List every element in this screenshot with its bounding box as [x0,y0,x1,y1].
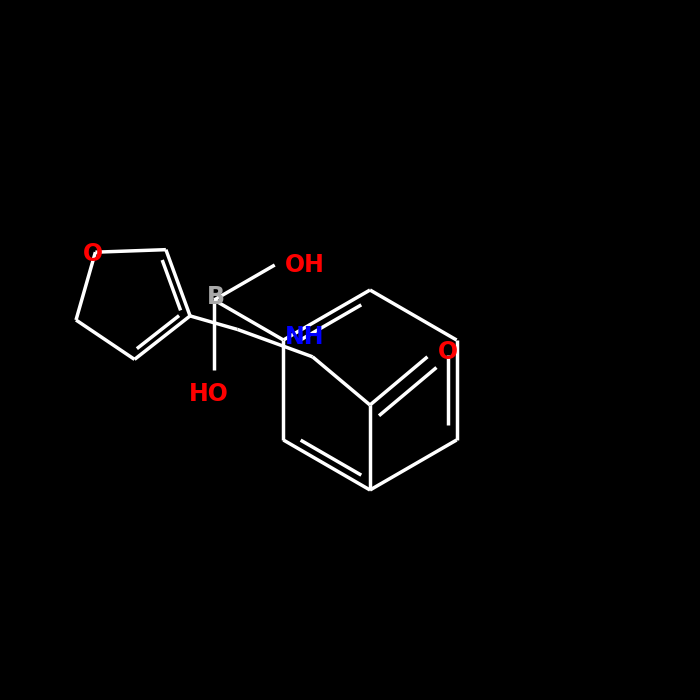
Text: NH: NH [285,325,324,349]
Text: B: B [207,285,225,309]
Text: HO: HO [189,382,229,406]
Text: O: O [438,340,458,364]
Text: OH: OH [285,253,325,277]
Text: O: O [83,242,104,266]
